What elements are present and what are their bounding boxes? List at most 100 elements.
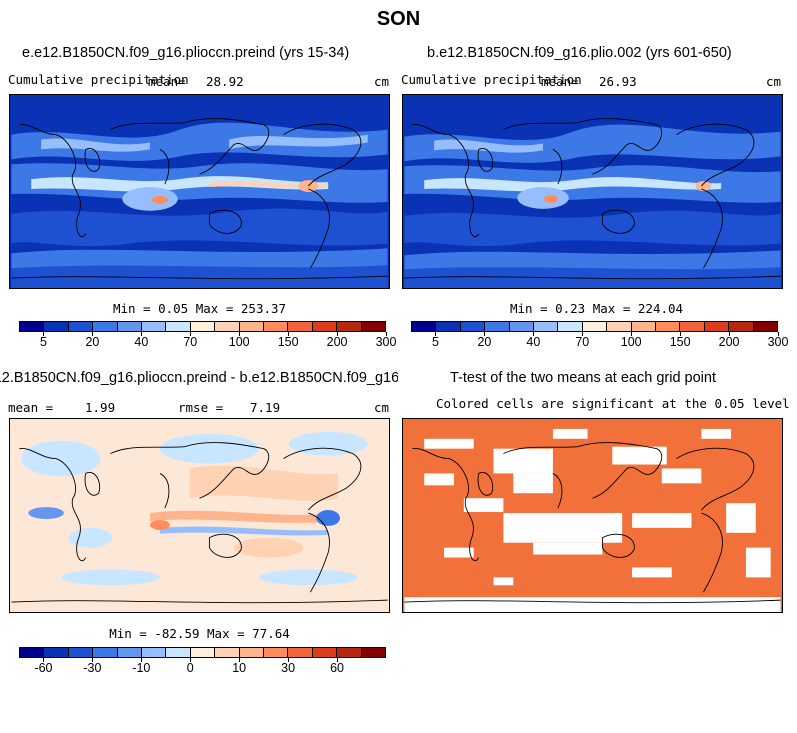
panel-bl-units: cm	[374, 400, 390, 415]
colorbar-box	[312, 648, 338, 657]
coastlines	[404, 442, 781, 604]
colorbar-box	[239, 648, 265, 657]
colorbar-tick-label: 70	[183, 335, 198, 349]
panel-tr-mean-label: mean=	[541, 74, 579, 89]
panel-br-subtitle: Colored cells are significant at the 0.0…	[436, 396, 790, 411]
colorbar-tick	[337, 332, 339, 336]
panel-tr-map-svg	[404, 95, 781, 288]
colorbar-box	[631, 322, 657, 331]
colorbar-box	[166, 648, 191, 657]
colorbar-tick-label: 5	[431, 335, 439, 349]
panel-tl-mean-label: mean=	[148, 74, 186, 89]
colorbar-box	[680, 322, 705, 331]
colorbar-box	[142, 322, 167, 331]
colorbar-tick	[190, 658, 192, 662]
colorbar-box	[44, 648, 69, 657]
coastlines	[11, 442, 388, 604]
colorbar-tick-label: 20	[85, 335, 100, 349]
colorbar-box	[215, 648, 240, 657]
colorbar-box	[361, 322, 386, 331]
panel-bl-mean-value: 1.99	[85, 400, 116, 415]
colorbar-tick-label: 70	[575, 335, 590, 349]
colorbar-box	[509, 322, 535, 331]
colorbar-tick	[92, 332, 94, 336]
colorbar-tr: 5 20 40 70 100 150 200 300	[411, 321, 788, 350]
panel-tl-left-label: Cumulative precipitation	[8, 72, 189, 87]
colorbar-box	[215, 322, 240, 331]
precip-field	[11, 95, 388, 288]
colorbar-box	[729, 322, 754, 331]
colorbar-tr-boxes	[411, 321, 778, 332]
colorbar-tick	[533, 332, 535, 336]
colorbar-box	[704, 322, 730, 331]
colorbar-tick-label: 150	[669, 335, 691, 349]
panel-tr-mean-value: 26.93	[599, 74, 637, 89]
colorbar-box	[20, 322, 45, 331]
panel-tl-units: cm	[374, 74, 390, 89]
colorbar-box	[288, 648, 313, 657]
panel-tl-mean-value: 28.92	[206, 74, 244, 89]
colorbar-tick-label: 40	[134, 335, 149, 349]
colorbar-box	[68, 322, 94, 331]
panel-tl-stats: Min = 0.05 Max = 253.37	[112, 301, 287, 316]
colorbar-tl-ticks: 5 20 40 70 100 150 200 300	[19, 332, 396, 350]
colorbar-tick-label: 60	[330, 661, 345, 675]
significance-field	[404, 419, 781, 612]
panel-tr-title: b.e12.B1850CN.f09_g16.plio.002 (yrs 601-…	[427, 45, 732, 61]
panel-br-title: T-test of the two means at each grid poi…	[450, 370, 716, 386]
precip-field	[404, 95, 781, 288]
colorbar-tick-label: -10	[132, 661, 151, 675]
colorbar-tick	[141, 658, 143, 662]
colorbar-tick-label: -60	[34, 661, 53, 675]
panel-bl-stats: Min = -82.59 Max = 77.64	[109, 626, 290, 641]
panel-bl-title-clip: e.e12.B1850CN.f09_g16.plioccn.preind - b…	[0, 370, 398, 390]
panel-tr-map	[402, 94, 783, 289]
colorbar-box	[93, 648, 118, 657]
colorbar-tick-label: 40	[526, 335, 541, 349]
colorbar-tick-label: 300	[375, 335, 397, 349]
colorbar-box	[190, 648, 216, 657]
colorbar-box	[312, 322, 338, 331]
colorbar-tick-label: 0	[186, 661, 194, 675]
colorbar-box	[485, 322, 510, 331]
colorbar-tick	[582, 332, 584, 336]
colorbar-tick	[729, 332, 731, 336]
colorbar-tick	[43, 332, 45, 336]
colorbar-tick	[288, 658, 290, 662]
colorbar-tick-label: 100	[228, 335, 250, 349]
colorbar-tick-label: 150	[277, 335, 299, 349]
colorbar-tick-label: 100	[620, 335, 642, 349]
colorbar-tr-ticks: 5 20 40 70 100 150 200 300	[411, 332, 788, 350]
panel-tr-left-label: Cumulative precipitation	[401, 72, 582, 87]
panel-bl-map-svg	[11, 419, 388, 612]
panel-br-map-svg	[404, 419, 781, 612]
colorbar-tick-label: 5	[39, 335, 47, 349]
colorbar-tick	[239, 332, 241, 336]
colorbar-tick	[92, 658, 94, 662]
colorbar-tick-label: 30	[281, 661, 296, 675]
colorbar-tick	[631, 332, 633, 336]
colorbar-tick	[43, 658, 45, 662]
colorbar-box	[460, 322, 486, 331]
colorbar-box	[190, 322, 216, 331]
panel-tr-stats: Min = 0.23 Max = 224.04	[509, 301, 684, 316]
colorbar-box	[288, 322, 313, 331]
colorbar-tick	[337, 658, 339, 662]
panel-tl-map	[9, 94, 390, 289]
colorbar-box	[142, 648, 167, 657]
colorbar-box	[239, 322, 265, 331]
colorbar-tick-label: 200	[326, 335, 348, 349]
colorbar-box	[166, 322, 191, 331]
panel-bl-title: e.e12.B1850CN.f09_g16.plioccn.preind - b…	[0, 370, 398, 386]
colorbar-box	[412, 322, 437, 331]
colorbar-box	[361, 648, 386, 657]
colorbar-box	[558, 322, 583, 331]
colorbar-tick	[141, 332, 143, 336]
coastlines	[11, 118, 388, 280]
colorbar-box	[93, 322, 118, 331]
panel-tl-map-svg	[11, 95, 388, 288]
colorbar-tick	[190, 332, 192, 336]
colorbar-box	[264, 648, 289, 657]
panel-bl-mean-label: mean =	[8, 400, 54, 415]
colorbar-bl: -60 -30 -10 0 10 30 60	[19, 647, 386, 676]
